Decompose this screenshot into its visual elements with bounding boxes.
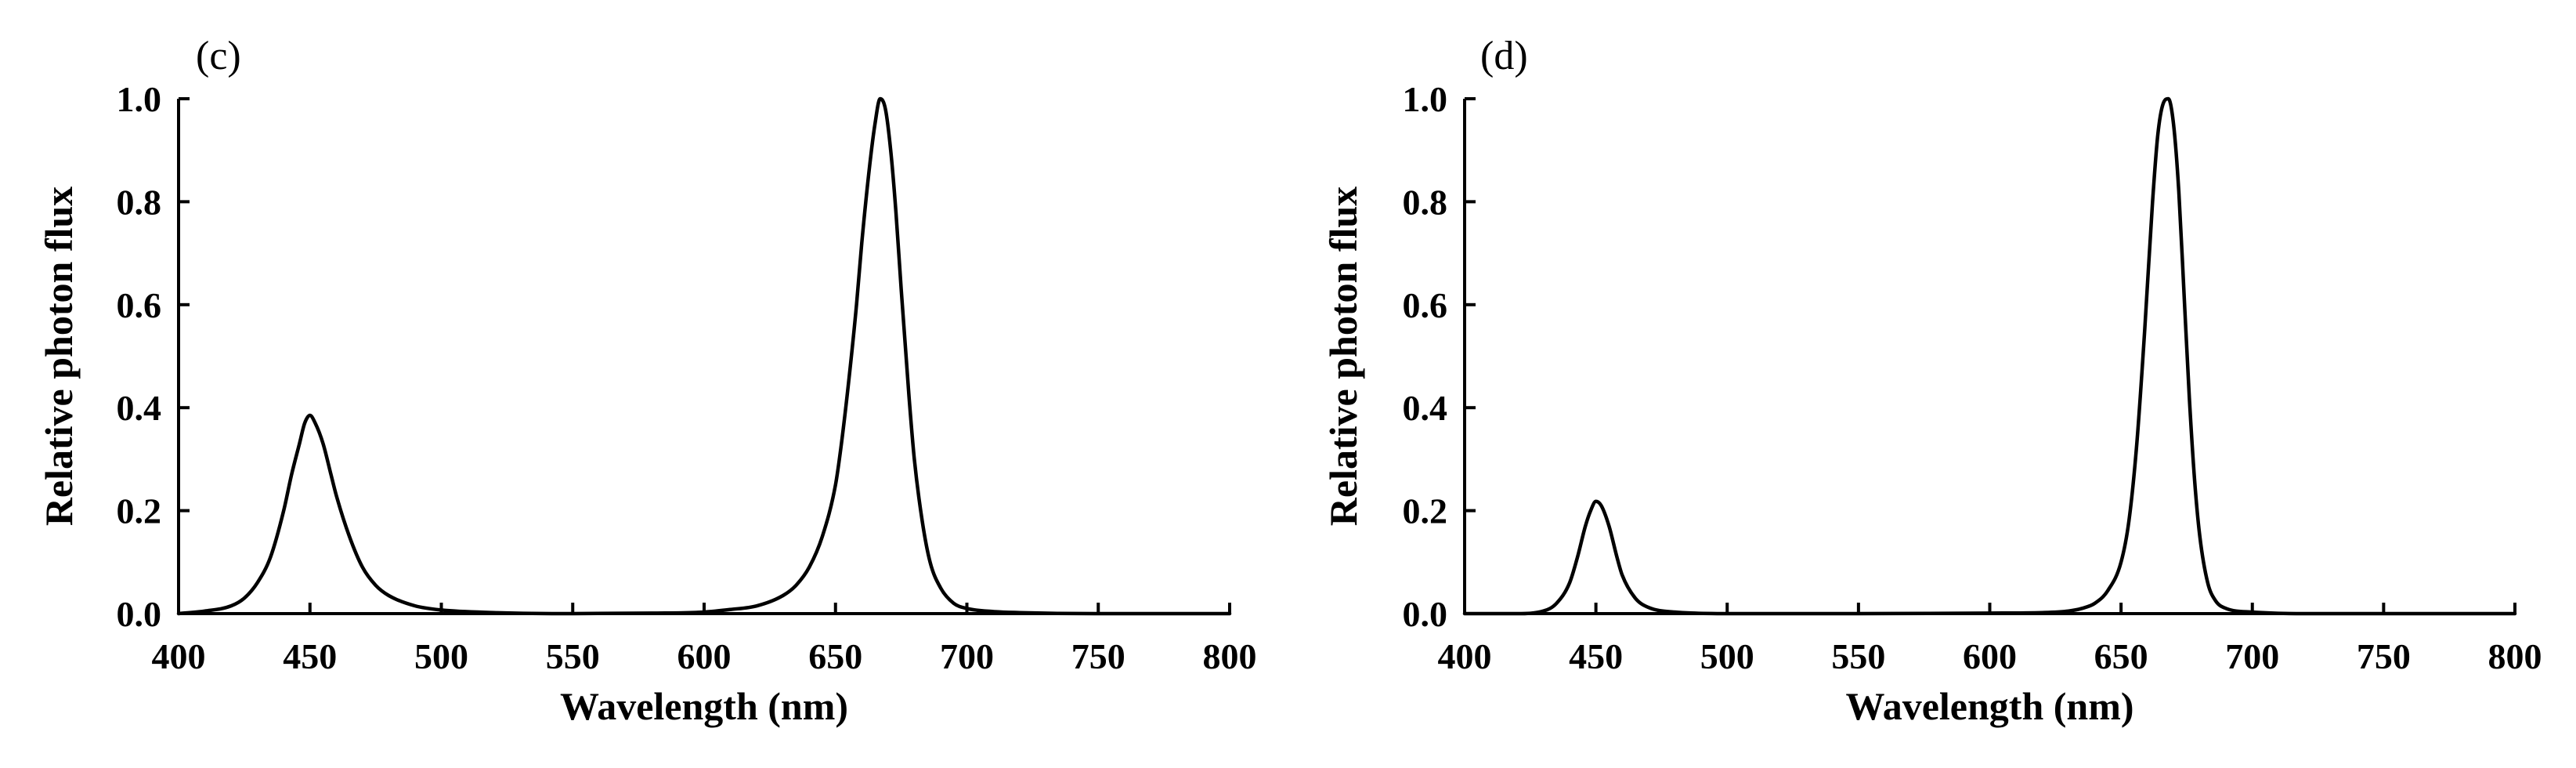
x-tick-label: 650: [2094, 636, 2148, 676]
y-tick-label: 0.6: [117, 285, 162, 325]
x-tick-label: 550: [1831, 636, 1885, 676]
y-axis-title: Relative photon flux: [37, 187, 81, 526]
x-tick-label: 400: [152, 636, 206, 676]
x-axis-title: Wavelength (nm): [1845, 684, 2133, 728]
y-tick-label: 0.6: [1403, 285, 1448, 325]
panel-label: (d): [1480, 34, 1528, 78]
x-tick-label: 800: [1203, 636, 1257, 676]
x-tick-label: 700: [940, 636, 994, 676]
spectrum-line: [176, 96, 1232, 616]
y-tick-label: 0.4: [1403, 388, 1448, 428]
y-axis-title: Relative photon flux: [1321, 187, 1365, 526]
x-tick-label: 550: [546, 636, 600, 676]
x-tick-label: 500: [1700, 636, 1754, 676]
y-tick-label: 1.0: [1403, 79, 1448, 119]
chart-panel-d: 400 450 500 550 600 650 700 750 800 0.0 0.2 0.4 0.6 0…: [1321, 34, 2542, 728]
y-tick-label: 0.0: [1403, 594, 1448, 634]
x-tick-label: 650: [808, 636, 862, 676]
x-tick-label: 600: [1963, 636, 2017, 676]
x-tick-label: 400: [1438, 636, 1492, 676]
x-tick-label: 600: [677, 636, 732, 676]
x-tick-label: 750: [2357, 636, 2411, 676]
x-tick-label: 750: [1071, 636, 1125, 676]
x-tick-label: 450: [283, 636, 337, 676]
y-tick-label: 0.0: [117, 594, 162, 634]
x-tick-label: 700: [2225, 636, 2279, 676]
y-tick-label: 0.2: [117, 491, 162, 531]
x-axis-title: Wavelength (nm): [560, 684, 848, 728]
y-tick-label: 0.8: [117, 182, 162, 222]
spectrum-line: [1462, 96, 2517, 616]
panel-label: (c): [196, 34, 241, 78]
chart-panel-c: 400 450 500 550 600 650 700 750 800 0.0 0.2 0.4 0.6 0…: [37, 34, 1257, 728]
y-tick-label: 0.8: [1403, 182, 1448, 222]
x-tick-label: 450: [1569, 636, 1623, 676]
y-tick-label: 0.2: [1403, 491, 1448, 531]
y-tick-label: 1.0: [117, 79, 162, 119]
x-tick-label: 500: [414, 636, 468, 676]
y-tick-label: 0.4: [117, 388, 162, 428]
x-tick-label: 800: [2488, 636, 2542, 676]
